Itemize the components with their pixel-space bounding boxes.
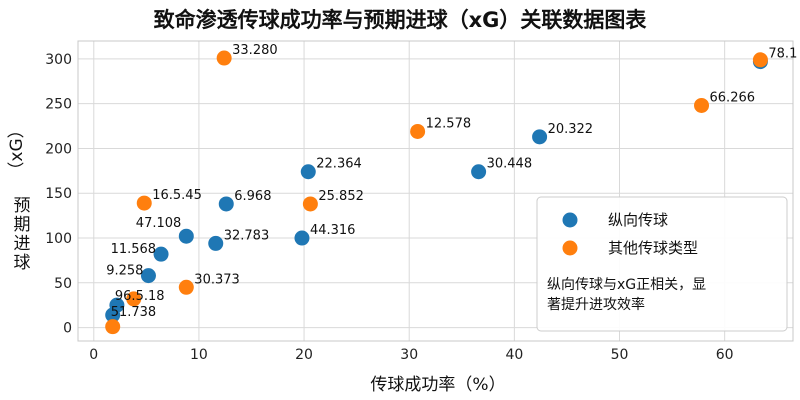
data-label: 30.373 [194,272,240,287]
x-tick-label: 0 [89,347,98,363]
data-label: 11.568 [111,242,157,257]
data-point [294,230,310,246]
annotation-text: 纵向传球与xG正相关，显 [547,277,706,293]
data-label: 22.364 [316,157,362,172]
y-axis-label-text: （xG） [7,121,27,178]
annotation-text: 著提升进攻效率 [547,296,645,313]
y-tick-label: 0 [63,321,72,337]
data-label: 12.578 [426,116,472,131]
data-point [126,291,142,307]
plot-frame [77,40,794,342]
data-label: 44.316 [310,223,356,238]
y-tick-label: 200 [45,141,72,157]
y-tick-label: 50 [54,276,72,292]
x-tick-label: 20 [295,347,313,363]
data-label: 9.258 [106,264,143,279]
data-point [105,319,121,335]
data-label: 20.322 [548,122,594,137]
data-point [109,297,125,313]
data-point [532,129,548,145]
data-label: 47.108 [136,216,182,231]
data-label: 66.266 [710,90,756,105]
chart-title: 致命渗透传球成功率与预期进球（xG）关联数据图表 [154,8,648,32]
y-tick-label: 300 [45,52,72,68]
data-point [153,246,169,262]
data-label: 51.738 [111,305,157,320]
data-label: 32.783 [224,228,270,243]
x-tick-label: 60 [716,347,734,363]
y-axis-label-char: 进 [14,234,31,254]
data-points [105,50,768,335]
data-point [752,52,768,68]
y-tick-label: 150 [45,186,72,202]
data-point [471,164,487,180]
x-tick-label: 40 [505,347,523,363]
data-point [140,268,156,284]
data-label: 30.448 [487,157,533,172]
data-point [208,235,224,251]
axes: 0 10 20 30 40 50 60 0 50 100 150 200 250 300 [45,40,794,363]
data-label: 96.5.18 [115,289,165,304]
legend-marker [562,212,578,228]
data-label: 78.1 [768,47,797,62]
legend-marker [562,240,578,256]
data-point [300,164,316,180]
data-label: 16.5.45 [152,188,202,203]
x-tick-label: 50 [611,347,629,363]
y-tick-label: 250 [45,97,72,113]
data-point [178,228,194,244]
y-axis-label-char: 球 [14,253,31,273]
legend-label: 其他传球类型 [608,239,698,257]
data-point [410,123,426,139]
data-point [178,279,194,295]
y-axis-label-char: 期 [14,215,31,235]
legend-label: 纵向传球 [608,211,668,229]
data-point [216,50,232,66]
legend-box [536,196,788,332]
data-point [302,196,318,212]
data-point [694,97,710,113]
y-tick-label: 100 [45,231,72,247]
data-label: 6.968 [234,189,271,204]
data-point [136,195,152,211]
data-label: 25.852 [318,189,364,204]
y-axis-label: （xG） 预期进球 [7,121,31,273]
x-tick-label: 30 [400,347,418,363]
data-label: 33.280 [232,43,278,58]
data-point [218,196,234,212]
x-tick-label: 10 [190,347,208,363]
x-axis-label: 传球成功率（%） [370,375,505,395]
y-axis-label-char: 预 [14,196,31,216]
